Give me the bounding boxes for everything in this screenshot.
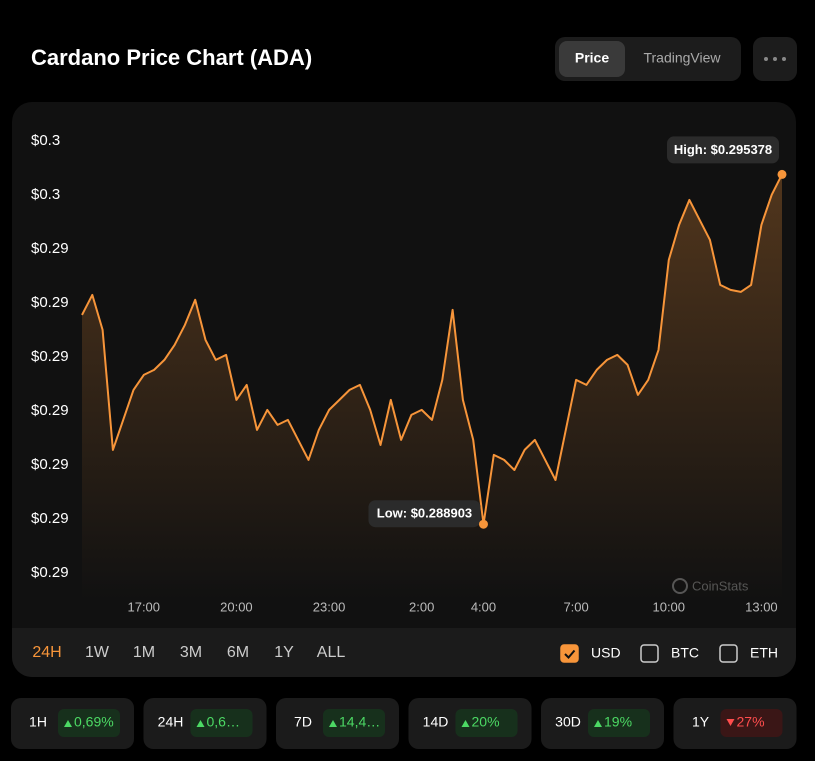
range-button[interactable]: 3M xyxy=(180,644,202,661)
x-tick-label: 20:00 xyxy=(220,599,253,614)
area xyxy=(82,174,782,600)
x-tick-label: 17:00 xyxy=(127,599,160,614)
trend-arrow xyxy=(64,720,72,727)
stat-badge xyxy=(588,709,650,737)
price-line xyxy=(81,173,783,526)
annotation: Low: $0.288903 xyxy=(377,506,472,521)
range-button[interactable]: ALL xyxy=(317,644,346,661)
tab[interactable]: TradingView xyxy=(643,50,721,66)
currency-label: ETH xyxy=(750,645,778,661)
stat-change: 27% xyxy=(737,714,765,730)
range-button[interactable]: 6M xyxy=(227,644,249,661)
range-button[interactable]: 24H xyxy=(32,644,61,661)
dot xyxy=(782,57,786,61)
dot xyxy=(773,57,777,61)
currency-label: BTC xyxy=(671,645,699,661)
tab-active-bg xyxy=(559,41,625,77)
stat-badge xyxy=(720,709,783,737)
low-point xyxy=(478,519,488,529)
trend-arrow xyxy=(594,720,602,727)
stat-badge xyxy=(455,709,518,737)
y-tick-label: $0.29 xyxy=(31,564,69,581)
trend-arrow xyxy=(329,720,337,727)
annotation-box xyxy=(667,136,779,164)
stat-period: 1Y xyxy=(692,714,710,730)
stat-period: 14D xyxy=(423,714,449,730)
page-title: Cardano Price Chart (ADA) xyxy=(31,45,312,70)
x-tick-label: 7:00 xyxy=(563,599,588,614)
range-button[interactable]: 1M xyxy=(133,644,155,661)
stat-badge xyxy=(190,709,253,737)
checkbox[interactable] xyxy=(560,644,579,663)
checkbox[interactable] xyxy=(640,644,659,663)
range-button[interactable]: 1Y xyxy=(274,644,294,661)
y-tick-label: $0.29 xyxy=(31,402,69,419)
high-point xyxy=(777,169,787,179)
dot xyxy=(764,57,768,61)
stat-period: 30D xyxy=(555,714,581,730)
x-tick-label: 23:00 xyxy=(313,599,346,614)
currency-label: USD xyxy=(591,645,621,661)
y-tick-label: $0.3 xyxy=(31,186,60,203)
checkmark xyxy=(564,649,576,659)
x-tick-label: 2:00 xyxy=(409,599,434,614)
stat-change: 0,6… xyxy=(207,714,240,730)
stat-badge xyxy=(58,709,120,737)
y-tick-label: $0.29 xyxy=(31,510,69,527)
checkbox[interactable] xyxy=(719,644,738,663)
y-tick-label: $0.29 xyxy=(31,240,69,257)
stat-badge xyxy=(323,709,385,737)
tab[interactable]: Price xyxy=(575,50,609,66)
y-tick-label: $0.29 xyxy=(31,456,69,473)
range-button[interactable]: 1W xyxy=(85,644,110,661)
x-tick-label: 13:00 xyxy=(745,599,778,614)
toolbar xyxy=(12,628,796,677)
stat-period: 1H xyxy=(29,714,47,730)
annotation: High: $0.295378 xyxy=(674,142,772,157)
stat-change: 14,4… xyxy=(339,714,380,730)
y-tick-label: $0.3 xyxy=(31,132,60,149)
stat-change: 0,69% xyxy=(74,714,114,730)
annotation-box xyxy=(368,500,481,528)
y-tick-label: $0.29 xyxy=(31,348,69,365)
y-tick-label: $0.29 xyxy=(31,294,69,311)
stat-change: 19% xyxy=(604,714,632,730)
trend-arrow xyxy=(196,720,205,727)
stat-change: 20% xyxy=(472,714,500,730)
stat-period: 24H xyxy=(158,714,184,730)
trend-arrow xyxy=(726,719,735,726)
trend-arrow xyxy=(461,720,470,727)
stat-period: 7D xyxy=(294,714,312,730)
x-tick-label: 4:00 xyxy=(471,599,496,614)
x-tick-label: 10:00 xyxy=(652,599,685,614)
